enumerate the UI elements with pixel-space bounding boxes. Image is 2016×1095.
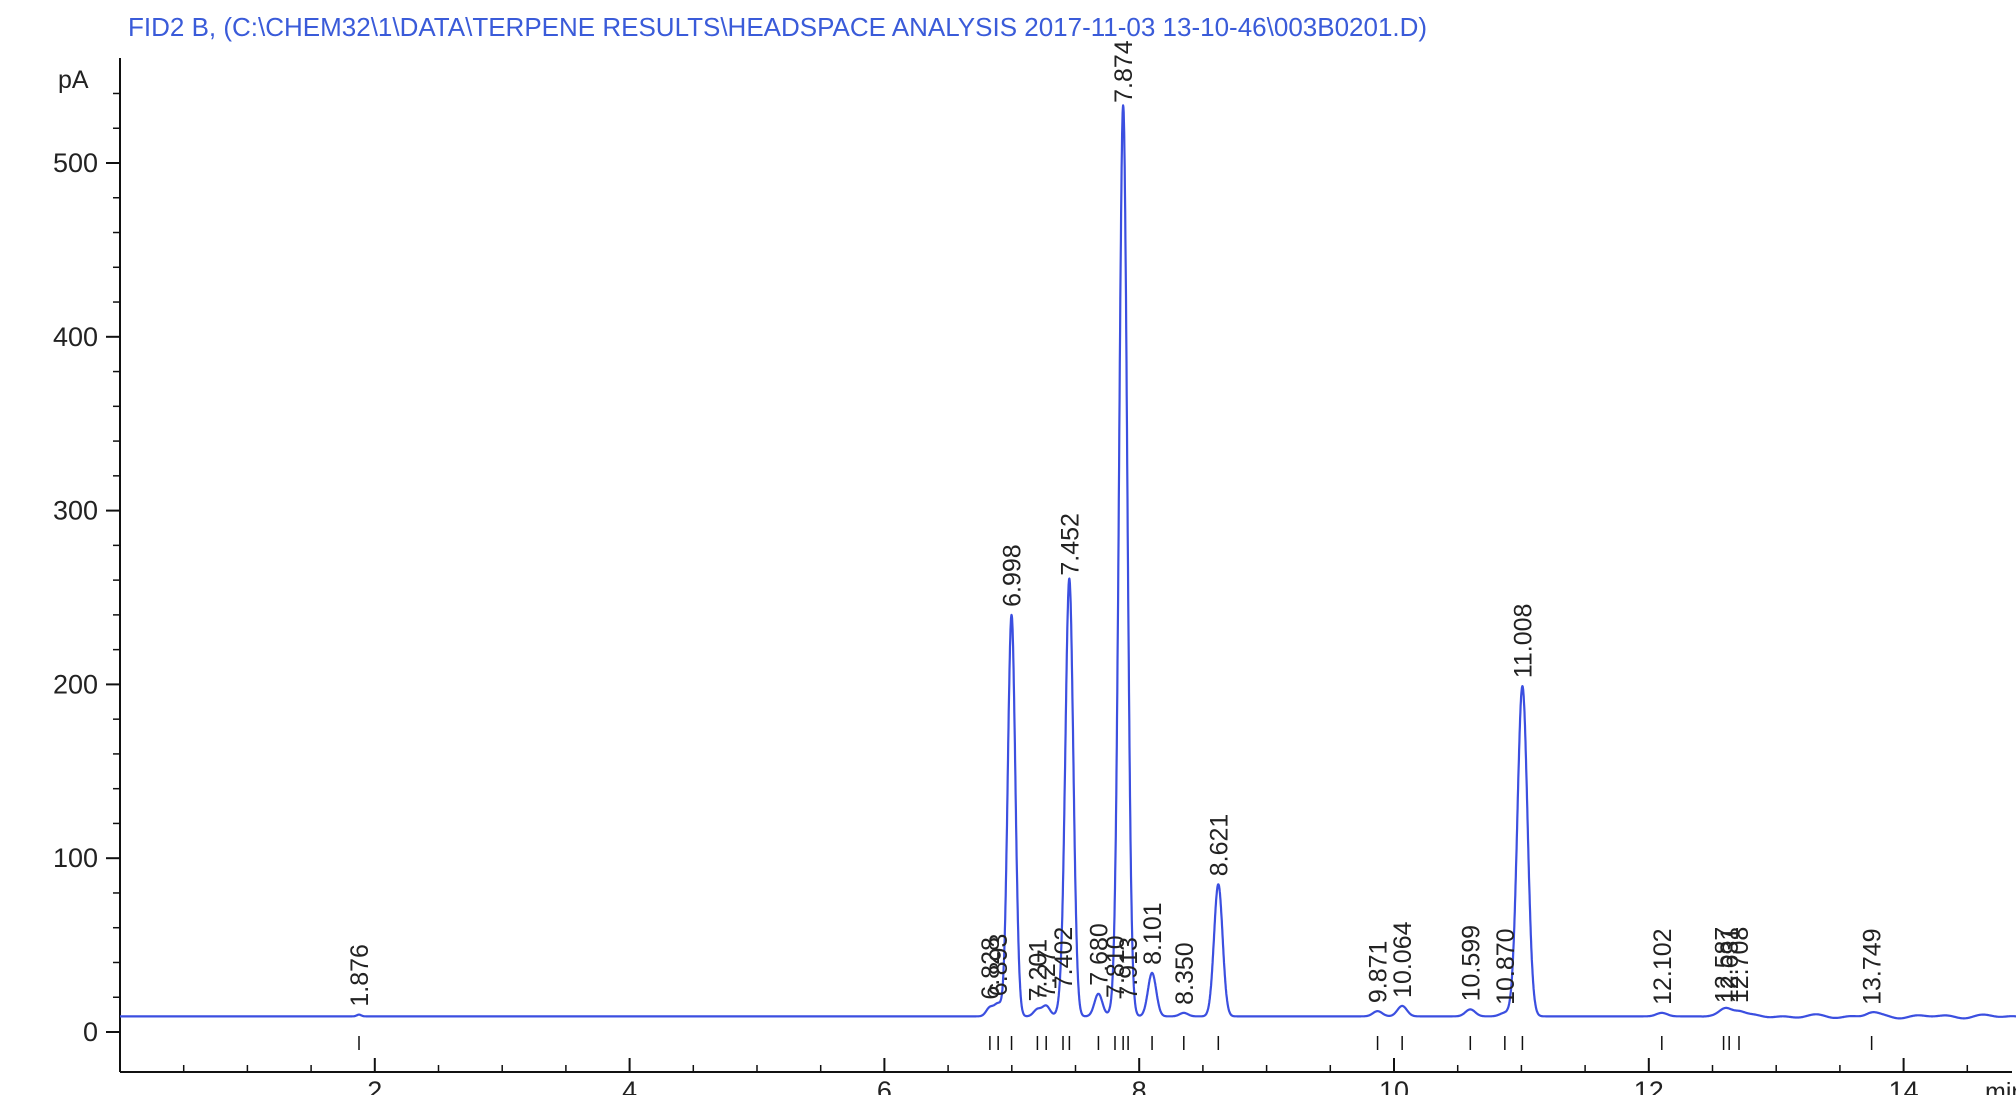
peak-label: 7.201 xyxy=(1024,939,1052,1002)
x-tick-label: 6 xyxy=(877,1076,892,1095)
peak-label: 7.874 xyxy=(1110,40,1138,103)
y-tick-label: 400 xyxy=(53,322,98,352)
y-tick-label: 0 xyxy=(83,1017,98,1047)
chart-title: FID2 B, (C:\CHEM32\1\DATA\TERPENE RESULT… xyxy=(128,12,1428,42)
peak-label: 7.810 xyxy=(1102,935,1130,998)
peak-label: 9.871 xyxy=(1365,941,1393,1004)
peak-label: 6.998 xyxy=(999,544,1027,607)
peak-label: 6.893 xyxy=(985,934,1013,997)
y-tick-label: 100 xyxy=(53,843,98,873)
y-axis-label: pA xyxy=(58,66,89,94)
peak-label: 6.828 xyxy=(977,937,1005,1000)
peak-label: 10.599 xyxy=(1457,925,1485,1001)
peak-label: 7.680 xyxy=(1085,923,1113,986)
peak-label: 11.008 xyxy=(1509,604,1537,679)
peak-label: 8.101 xyxy=(1139,902,1167,965)
axes: 0 100 200 300 400 500 pA 2 4 6 8 10 12 14 min xyxy=(53,58,2016,1095)
peak-label: 12.631 xyxy=(1716,927,1744,1003)
peak-label: 12.102 xyxy=(1649,928,1677,1004)
peak-label: 12.708 xyxy=(1726,927,1754,1003)
x-axis-label: min xyxy=(1985,1078,2016,1095)
peak-label: 13.749 xyxy=(1859,928,1887,1004)
signal-trace xyxy=(119,104,2016,1020)
peak-label: 8.621 xyxy=(1205,814,1233,877)
y-tick-label: 500 xyxy=(53,148,98,178)
peak-label: 10.870 xyxy=(1492,928,1520,1004)
peak-label: 8.350 xyxy=(1171,942,1199,1005)
x-tick-label: 2 xyxy=(367,1076,382,1095)
y-tick-label: 200 xyxy=(53,669,98,699)
peak-label: 10.064 xyxy=(1389,921,1417,998)
peak-label: 7.913 xyxy=(1115,937,1143,1000)
peak-label: 7.402 xyxy=(1050,927,1078,990)
x-tick-label: 12 xyxy=(1634,1076,1664,1095)
peak-label: 1.876 xyxy=(346,944,374,1007)
x-tick-label: 14 xyxy=(1889,1076,1919,1095)
trace xyxy=(119,104,2016,1020)
x-tick-label: 8 xyxy=(1132,1076,1147,1095)
peak-label: 12.587 xyxy=(1711,927,1739,1003)
x-tick-label: 10 xyxy=(1379,1076,1409,1095)
y-tick-label: 300 xyxy=(53,496,98,526)
x-tick-label: 4 xyxy=(622,1076,637,1095)
peak-label: 7.452 xyxy=(1056,513,1084,576)
peak-label: 7.27 xyxy=(1033,949,1061,998)
